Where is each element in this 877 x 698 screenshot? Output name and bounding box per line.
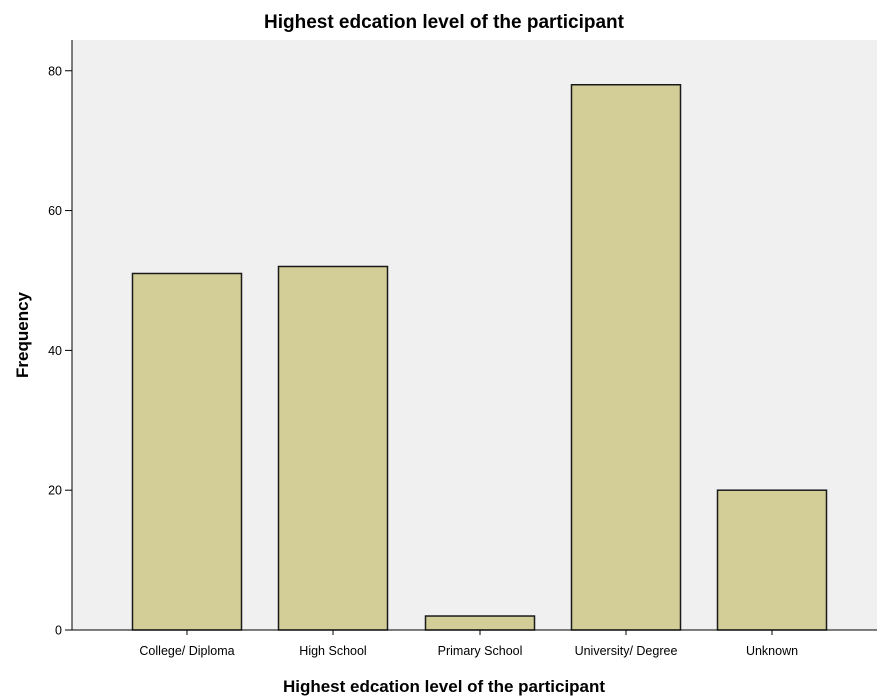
y-ticks-group: 0 20 40 60 80 (48, 64, 72, 638)
x-axis-title: Highest edcation level of the participan… (283, 677, 605, 696)
bar-4 (716, 489, 828, 631)
y-tick-label-3: 60 (48, 204, 62, 218)
x-axis (72, 629, 877, 635)
bar-1 (277, 265, 389, 631)
y-tick-label-0: 0 (55, 624, 62, 638)
x-labels-group: College/ Diploma High School Primary Schoo… (139, 644, 798, 658)
chart-title: Highest edcation level of the participan… (264, 12, 625, 33)
x-tick-label-4: Unknown (746, 644, 798, 658)
y-tick-label-1: 20 (48, 484, 62, 498)
x-tick-label-0: College/ Diploma (139, 644, 234, 658)
bar-0 (131, 272, 243, 631)
x-tick-label-2: Primary School (438, 644, 523, 658)
y-axis-title: Frequency (13, 291, 32, 378)
y-tick-label-4: 80 (48, 64, 62, 78)
bar-3 (570, 83, 682, 631)
y-tick-label-2: 40 (48, 344, 62, 358)
x-tick-label-3: University/ Degree (575, 644, 678, 658)
bars-group (131, 83, 828, 631)
bar-2 (424, 615, 536, 631)
x-tick-label-1: High School (299, 644, 366, 658)
